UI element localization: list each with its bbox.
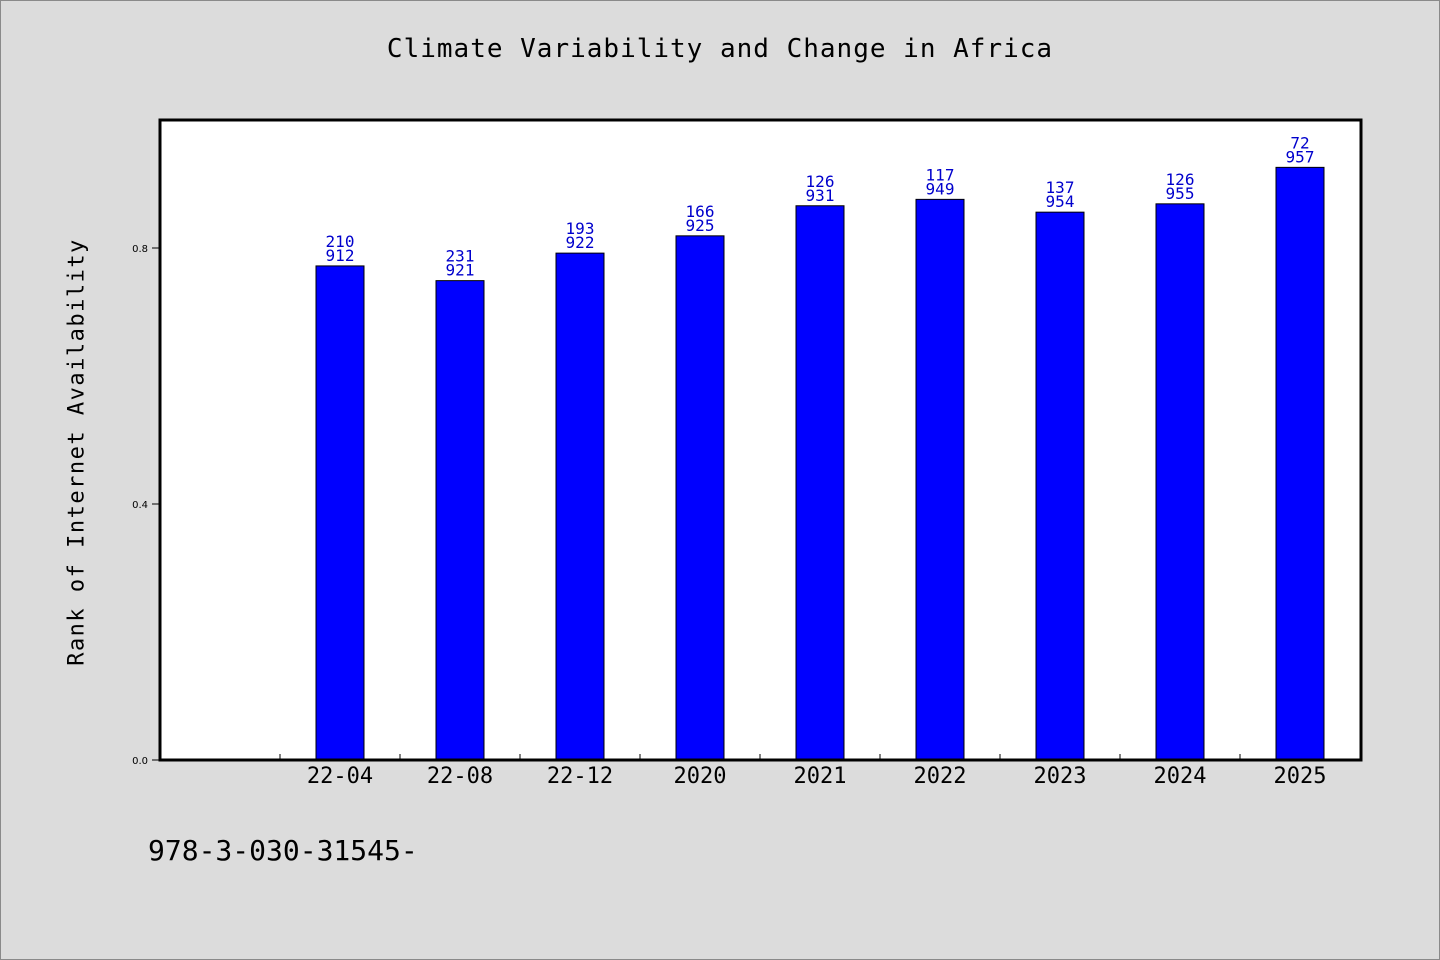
bar-label-bottom: 922	[566, 233, 595, 252]
bar-2020	[675, 235, 725, 761]
bar-22-04	[315, 265, 365, 761]
x-tick-label: 2021	[794, 764, 847, 789]
bar-label-top: 117	[926, 165, 955, 184]
bar-2022	[915, 198, 965, 761]
y-tick-label: 0.4	[132, 500, 148, 511]
bar-label-bottom: 931	[806, 186, 835, 205]
bar-label-top: 210	[326, 232, 355, 251]
y-tick-label: 0.8	[132, 244, 148, 255]
bar-label-top: 137	[1046, 178, 1075, 197]
bar-label-top: 166	[686, 202, 715, 221]
bar-22-12	[555, 252, 605, 761]
x-tick-label: 2022	[914, 764, 967, 789]
x-tick-label: 22-12	[547, 764, 613, 789]
bar-label-top: 231	[446, 247, 475, 266]
x-tick-label: 2020	[674, 764, 727, 789]
x-tick-label: 2024	[1154, 764, 1207, 789]
bar-label-bottom: 949	[926, 179, 955, 198]
x-tick-label: 2025	[1274, 764, 1327, 789]
bar-2021	[795, 205, 845, 761]
x-tick-label: 22-04	[307, 764, 373, 789]
x-tick-label: 2023	[1034, 764, 1087, 789]
bar-label-bottom: 925	[686, 216, 715, 235]
bar-label-top: 126	[806, 172, 835, 191]
bar-label-top: 72	[1290, 133, 1309, 152]
y-tick-label: 0.0	[132, 756, 148, 767]
bar-label-bottom: 957	[1286, 147, 1315, 166]
isbn-footnote: 978-3-030-31545-	[148, 834, 418, 867]
bar-22-08	[435, 280, 485, 761]
bar-label-bottom: 921	[446, 261, 475, 280]
bar-2023	[1035, 211, 1085, 761]
bar-label-top: 193	[566, 219, 595, 238]
bar-label-bottom: 954	[1046, 192, 1075, 211]
x-tick-label: 22-08	[427, 764, 493, 789]
chart-title: Climate Variability and Change in Africa	[386, 34, 1054, 64]
plot-border	[158, 118, 1363, 762]
bar-label-top: 126	[1166, 170, 1195, 189]
bar-label-bottom: 912	[326, 246, 355, 265]
bar-label-bottom: 955	[1166, 184, 1195, 203]
bar-2025	[1275, 166, 1325, 761]
bar-2024	[1155, 203, 1205, 761]
